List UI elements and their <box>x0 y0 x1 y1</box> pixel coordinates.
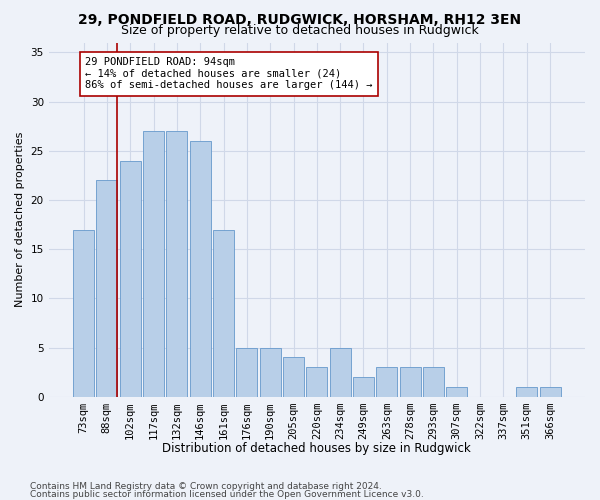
Bar <box>166 131 187 397</box>
Text: 29, PONDFIELD ROAD, RUDGWICK, HORSHAM, RH12 3EN: 29, PONDFIELD ROAD, RUDGWICK, HORSHAM, R… <box>79 12 521 26</box>
Bar <box>423 368 444 397</box>
Bar <box>329 348 350 397</box>
Bar <box>353 377 374 397</box>
Bar <box>283 358 304 397</box>
X-axis label: Distribution of detached houses by size in Rudgwick: Distribution of detached houses by size … <box>163 442 471 455</box>
Bar <box>400 368 421 397</box>
Bar <box>260 348 281 397</box>
Bar <box>236 348 257 397</box>
Bar <box>73 230 94 397</box>
Text: Size of property relative to detached houses in Rudgwick: Size of property relative to detached ho… <box>121 24 479 37</box>
Bar <box>516 387 537 397</box>
Bar <box>97 180 118 397</box>
Text: Contains public sector information licensed under the Open Government Licence v3: Contains public sector information licen… <box>30 490 424 499</box>
Text: Contains HM Land Registry data © Crown copyright and database right 2024.: Contains HM Land Registry data © Crown c… <box>30 482 382 491</box>
Bar <box>446 387 467 397</box>
Text: 29 PONDFIELD ROAD: 94sqm
← 14% of detached houses are smaller (24)
86% of semi-d: 29 PONDFIELD ROAD: 94sqm ← 14% of detach… <box>85 58 373 90</box>
Bar <box>120 160 140 397</box>
Y-axis label: Number of detached properties: Number of detached properties <box>15 132 25 308</box>
Bar <box>539 387 560 397</box>
Bar <box>213 230 234 397</box>
Bar <box>143 131 164 397</box>
Bar <box>190 141 211 397</box>
Bar <box>307 368 328 397</box>
Bar <box>376 368 397 397</box>
